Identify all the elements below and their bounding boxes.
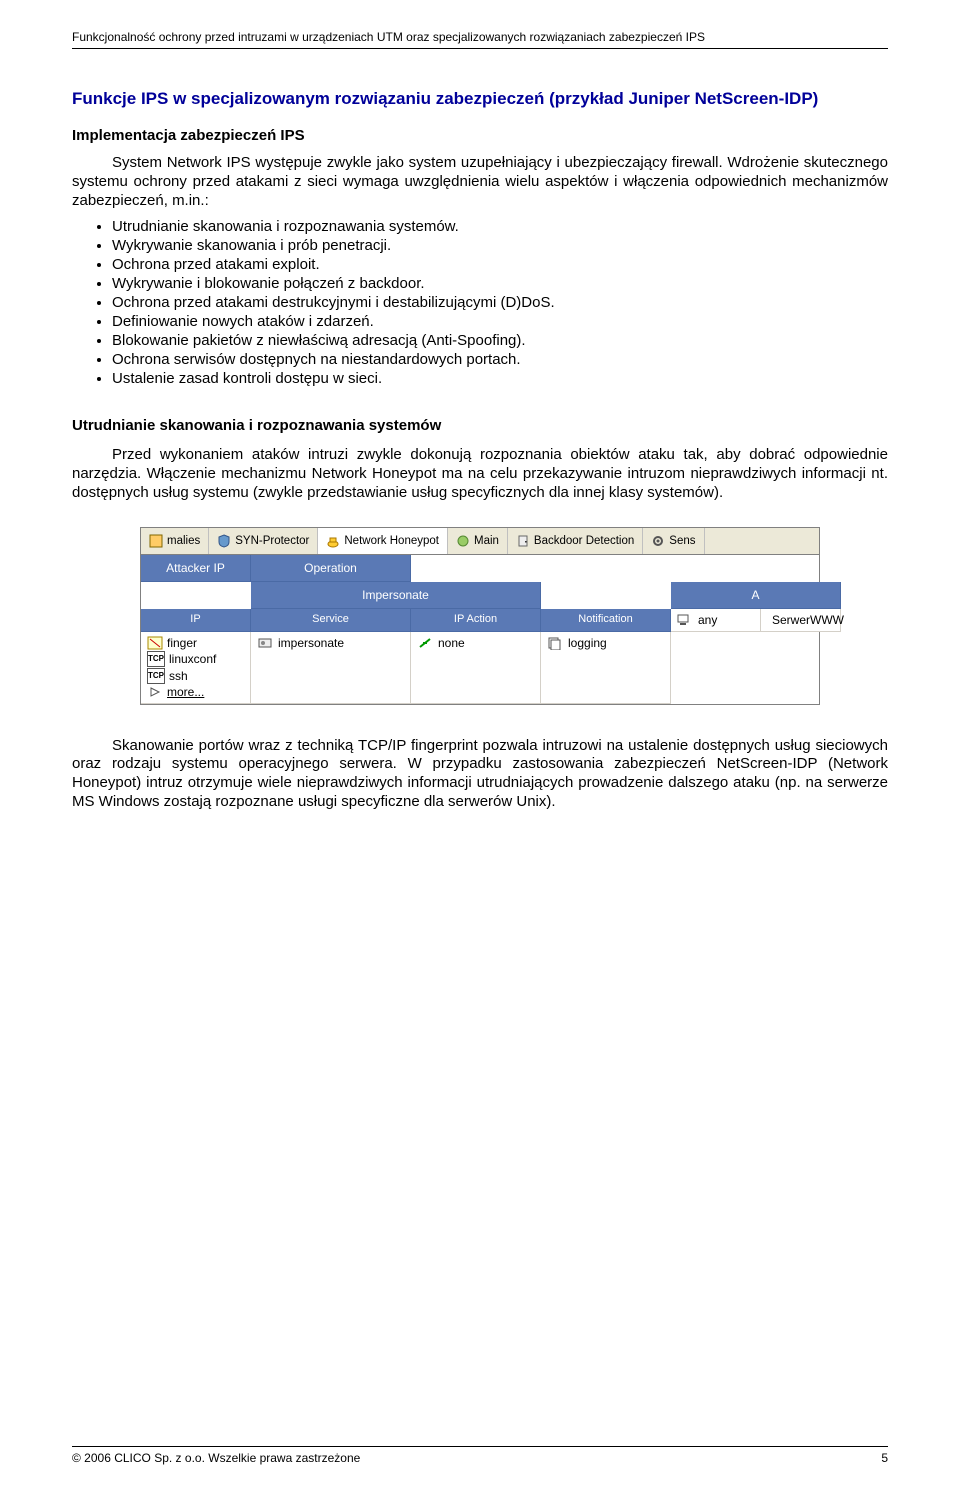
title: Funkcje IPS w specjalizowanym rozwiązani… [72, 89, 888, 109]
page-header: Funkcjonalność ochrony przed intruzami w… [72, 30, 888, 49]
op-value: impersonate [278, 636, 344, 650]
cell-ip-action[interactable]: none [411, 632, 541, 704]
th-service: Service [251, 609, 411, 632]
log-icon [547, 636, 563, 650]
intro-paragraph: System Network IPS występuje zwykle jako… [72, 154, 888, 210]
honeypot-figure: malies SYN-Protector Network Honeypot Ma… [140, 527, 820, 705]
tab-label: malies [167, 535, 200, 547]
tab-sens[interactable]: Sens [643, 528, 704, 554]
attacker-value: any [698, 613, 717, 627]
host-icon [677, 613, 693, 627]
svc-label: more... [167, 685, 204, 699]
none-icon [417, 636, 433, 650]
tab-bar: malies SYN-Protector Network Honeypot Ma… [140, 527, 820, 554]
finger-icon [147, 636, 163, 650]
tab-label: Backdoor Detection [534, 535, 634, 547]
bullet-item: Ochrona serwisów dostępnych na niestanda… [112, 351, 888, 368]
tab-malies[interactable]: malies [141, 528, 209, 554]
ip-value: SerwerWWW [772, 613, 844, 627]
section1-p1: Przed wykonaniem ataków intruzi zwykle d… [72, 446, 888, 502]
page: Funkcjonalność ochrony przed intruzami w… [0, 0, 960, 1495]
bullet-item: Ochrona przed atakami destrukcyjnymi i d… [112, 294, 888, 311]
th-a: A [671, 582, 841, 609]
cell-attacker[interactable]: any [671, 609, 761, 632]
tcp-icon: TCP [147, 668, 165, 684]
tab-label: Main [474, 535, 499, 547]
tab-main[interactable]: Main [448, 528, 508, 554]
bullet-item: Definiowanie nowych ataków i zdarzeń. [112, 313, 888, 330]
policy-table: Attacker IP Impersonate Operation A IP S… [140, 554, 820, 705]
cell-operation[interactable]: impersonate [251, 632, 411, 704]
bullet-item: Wykrywanie skanowania i prób penetracji. [112, 237, 888, 254]
shield-icon [217, 534, 231, 548]
tcp-icon: TCP [147, 651, 165, 667]
tab-label: Network Honeypot [344, 535, 439, 547]
svc-label: finger [167, 636, 197, 650]
anomaly-icon [149, 534, 163, 548]
th-operation: Operation [251, 555, 411, 582]
section1-p2: Skanowanie portów wraz z techniką TCP/IP… [72, 737, 888, 812]
more-icon [147, 685, 163, 699]
cell-services[interactable]: finger TCP linuxconf TCP ssh more... [141, 632, 251, 704]
svc-label: linuxconf [169, 652, 216, 666]
tab-network-honeypot[interactable]: Network Honeypot [318, 528, 448, 554]
tab-syn-protector[interactable]: SYN-Protector [209, 528, 318, 554]
section-heading: Utrudnianie skanowania i rozpoznawania s… [72, 417, 888, 434]
svc-label: ssh [169, 669, 188, 683]
bullet-list: Utrudnianie skanowania i rozpoznawania s… [112, 218, 888, 387]
honeypot-icon [326, 534, 340, 548]
th-impersonate: Impersonate [251, 582, 541, 609]
ipaction-value: none [438, 636, 465, 650]
impersonate-icon [257, 636, 273, 650]
bullet-item: Utrudnianie skanowania i rozpoznawania s… [112, 218, 888, 235]
bullet-item: Ochrona przed atakami exploit. [112, 256, 888, 273]
th-ip-action: IP Action [411, 609, 541, 632]
tab-label: SYN-Protector [235, 535, 309, 547]
tab-label: Sens [669, 535, 695, 547]
cell-notification[interactable]: logging [541, 632, 671, 704]
bullet-item: Blokowanie pakietów z niewłaściwą adresa… [112, 332, 888, 349]
footer-page-number: 5 [881, 1451, 888, 1465]
page-footer: © 2006 CLICO Sp. z o.o. Wszelkie prawa z… [72, 1446, 888, 1465]
cell-ip[interactable]: SerwerWWW [761, 609, 841, 632]
notif-value: logging [568, 636, 607, 650]
th-ip: IP [141, 609, 251, 632]
bullet-item: Wykrywanie i blokowanie połączeń z backd… [112, 275, 888, 292]
gear-icon [651, 534, 665, 548]
th-attacker-ip: Attacker IP [141, 555, 251, 582]
bullet-item: Ustalenie zasad kontroli dostępu w sieci… [112, 370, 888, 387]
subtitle: Implementacja zabezpieczeń IPS [72, 127, 888, 144]
backdoor-icon [516, 534, 530, 548]
footer-copyright: © 2006 CLICO Sp. z o.o. Wszelkie prawa z… [72, 1451, 360, 1465]
main-icon [456, 534, 470, 548]
th-notification: Notification [541, 609, 671, 632]
tab-backdoor-detection[interactable]: Backdoor Detection [508, 528, 643, 554]
